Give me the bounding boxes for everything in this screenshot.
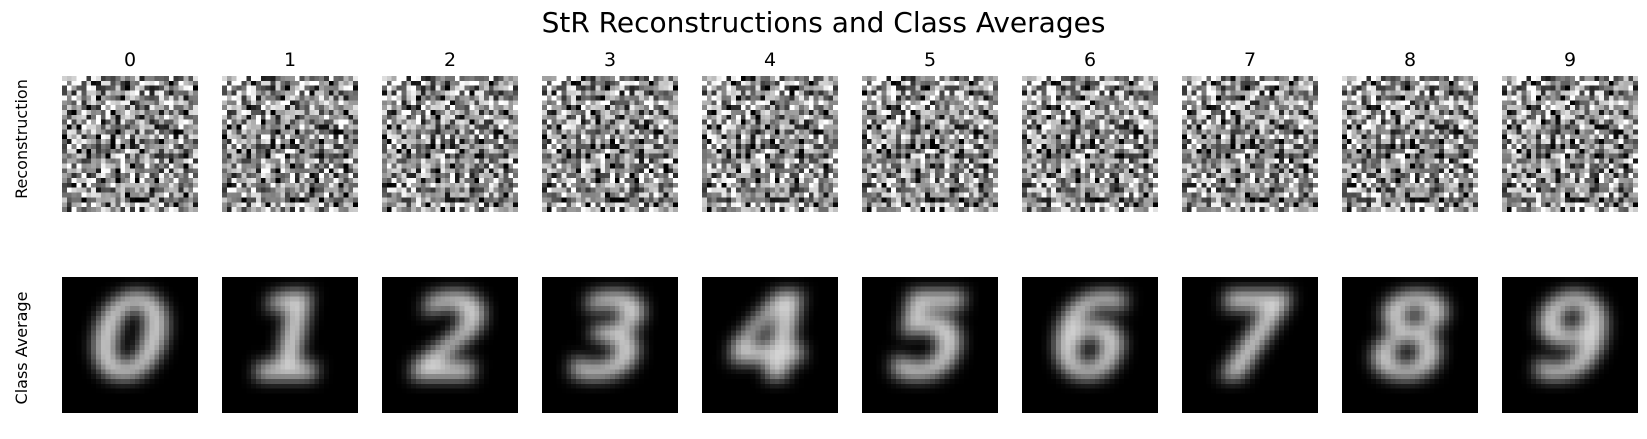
class-average-image-4	[702, 277, 838, 413]
noise-reconstruction	[1022, 76, 1158, 212]
reconstruction-image-6	[1022, 76, 1158, 212]
column-label-2: 2	[443, 49, 457, 71]
reconstruction-image-9	[1502, 76, 1638, 212]
column-label-0: 0	[123, 49, 137, 71]
class-average-image-5	[862, 277, 998, 413]
noise-reconstruction	[1182, 76, 1318, 212]
reconstruction-image-1	[222, 76, 358, 212]
digit-average	[1022, 277, 1158, 413]
reconstruction-image-3	[542, 76, 678, 212]
noise-reconstruction	[862, 76, 998, 212]
digit-average	[62, 277, 198, 413]
noise-reconstruction	[1342, 76, 1478, 212]
digit-average	[702, 277, 838, 413]
digit-average	[1502, 277, 1638, 413]
column-label-6: 6	[1083, 49, 1097, 71]
noise-reconstruction	[382, 76, 518, 212]
reconstruction-image-2	[382, 76, 518, 212]
digit-average	[542, 277, 678, 413]
class-average-image-2	[382, 277, 518, 413]
noise-reconstruction	[1502, 76, 1638, 212]
column-label-9: 9	[1563, 49, 1577, 71]
column-label-1: 1	[283, 49, 297, 71]
digit-average	[382, 277, 518, 413]
reconstruction-image-8	[1342, 76, 1478, 212]
figure-title: StR Reconstructions and Class Averages	[541, 6, 1106, 39]
digit-average	[1342, 277, 1478, 413]
noise-reconstruction	[702, 76, 838, 212]
column-label-4: 4	[763, 49, 777, 71]
reconstruction-image-0	[62, 76, 198, 212]
digit-average	[862, 277, 998, 413]
class-average-image-3	[542, 277, 678, 413]
class-average-image-1	[222, 277, 358, 413]
digit-average	[222, 277, 358, 413]
class-average-image-8	[1342, 277, 1478, 413]
class-average-image-9	[1502, 277, 1638, 413]
class-average-image-6	[1022, 277, 1158, 413]
reconstruction-image-7	[1182, 76, 1318, 212]
column-label-7: 7	[1243, 49, 1257, 71]
row-label-class-average: Class Average	[12, 291, 31, 405]
column-label-3: 3	[603, 49, 617, 71]
noise-reconstruction	[542, 76, 678, 212]
noise-reconstruction	[222, 76, 358, 212]
reconstruction-image-4	[702, 76, 838, 212]
digit-average	[1182, 277, 1318, 413]
column-label-8: 8	[1403, 49, 1417, 71]
noise-reconstruction	[62, 76, 198, 212]
class-average-image-7	[1182, 277, 1318, 413]
row-label-reconstruction: Reconstruction	[12, 79, 31, 199]
class-average-image-0	[62, 277, 198, 413]
column-label-5: 5	[923, 49, 937, 71]
reconstruction-image-5	[862, 76, 998, 212]
